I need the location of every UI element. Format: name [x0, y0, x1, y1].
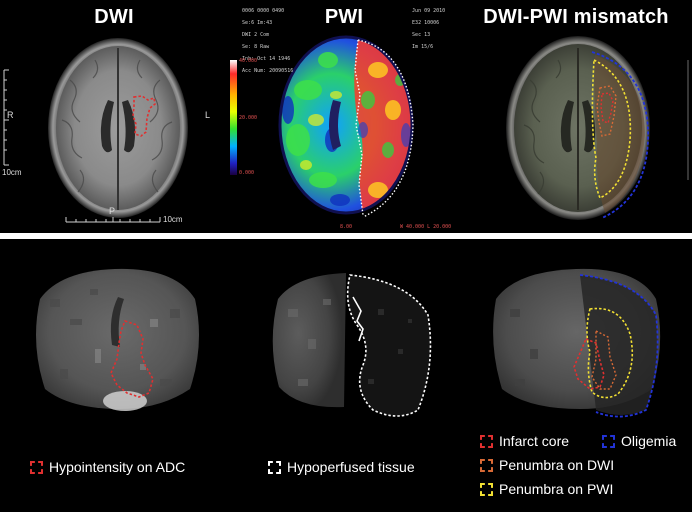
dwi-r-label: R — [7, 110, 14, 120]
pwi-bottom-left-label: 8.00 — [340, 224, 353, 230]
mismatch-bottom-penumbra-dwi-outline — [591, 329, 617, 390]
pwi-header-line: Se: 8 Raw — [242, 44, 270, 50]
legend-hypoperfused-label: Hypoperfused tissue — [287, 459, 415, 475]
legend-infarct-core-label: Infarct core — [499, 433, 570, 449]
legend-oligemia: Oligemia — [602, 433, 676, 449]
dwi-p-label: P — [109, 206, 116, 216]
pwi-header-line: Inb: Oct 14 1946 — [242, 56, 291, 62]
dwi-left-scale — [3, 69, 9, 166]
mismatch-infarct-core-outline — [600, 92, 614, 124]
mismatch-bottom-penumbra-pwi-outline — [586, 307, 634, 399]
dwi-left-scale-label: 10cm — [2, 168, 22, 177]
mismatch-bottom-oligemia-outline — [579, 274, 659, 418]
dwi-bottom-scale — [65, 217, 161, 223]
legend-swatch-icon — [480, 434, 493, 448]
dwi-panel: DWI R L P 10cm 10cm — [0, 0, 228, 233]
legend-hypoperfused: Hypoperfused tissue — [268, 459, 415, 475]
pwi-hypoperfusion-outline — [357, 39, 414, 218]
pwi-header-line: Sec 13 — [412, 32, 431, 38]
legend-penumbra-dwi: Penumbra on DWI — [480, 457, 614, 473]
legend-swatch-icon — [30, 460, 43, 474]
pwi-header-line: Jun 09 2010 — [412, 8, 446, 14]
mismatch-bottom-infarct-core-outline — [573, 337, 605, 390]
legend-penumbra-dwi-label: Penumbra on DWI — [499, 457, 615, 473]
legend-swatch-icon — [602, 434, 615, 448]
dwi-lesion-outline — [132, 95, 156, 137]
dwi-l-label: L — [205, 110, 211, 120]
mismatch-title: DWI-PWI mismatch — [483, 6, 669, 28]
pwi-colorbar-top-label: 40.000 — [239, 58, 258, 64]
pwi-perfusion-map — [230, 35, 414, 218]
legend-hypointensity-label: Hypointensity on ADC — [49, 459, 186, 475]
pwi-header-line: DWI 2 Com — [242, 32, 270, 38]
mismatch-bottom-panel: Infarct core Oligemia Penumbra on DWI Pe… — [460, 239, 692, 512]
dwi-title: DWI — [94, 6, 134, 28]
legend-hypointensity: Hypointensity on ADC — [30, 459, 185, 475]
hypoperfused-brain-image — [272, 273, 432, 417]
dwi-brain-image — [3, 38, 188, 223]
legend-infarct-core: Infarct core — [480, 433, 569, 449]
pwi-header-line: Se:6 Im:43 — [242, 20, 273, 26]
pwi-title: PWI — [324, 6, 364, 28]
mismatch-penumbra-dwi-outline — [596, 85, 617, 137]
pwi-colorbar-bottom-label: 0.000 — [239, 170, 255, 176]
mismatch-bottom-image — [493, 268, 661, 418]
dwi-bottom-scale-label: 10cm — [163, 215, 183, 224]
adc-panel: Hypointensity on ADC — [0, 239, 228, 512]
legend-penumbra-pwi-label: Penumbra on PWI — [499, 481, 614, 497]
legend-penumbra-pwi: Penumbra on PWI — [480, 481, 613, 497]
adc-hypointensity-outline — [110, 320, 154, 398]
pwi-colorbar-mid-label: 20.000 — [239, 115, 258, 121]
adc-brain-image — [36, 268, 199, 411]
pwi-bottom-right-label: W 40.000 L 20.000 — [400, 224, 452, 230]
pwi-panel: PWI 0006 0000 0490 Se:6 Im:43 DWI 2 Com … — [228, 0, 460, 233]
pwi-header-right: Jun 09 2010 E32 10006 Sec 13 Im 15/6 — [400, 2, 445, 56]
pwi-colorbar — [230, 60, 237, 175]
legend-swatch-icon — [268, 460, 281, 474]
hypoperfused-outline — [346, 274, 432, 417]
mismatch-overlay-image — [506, 36, 689, 220]
pwi-header-left: 0006 0000 0490 Se:6 Im:43 DWI 2 Com Se: … — [230, 2, 293, 80]
pwi-header-line: 0006 0000 0490 — [242, 8, 285, 14]
legend-oligemia-label: Oligemia — [621, 433, 677, 449]
legend-swatch-icon — [480, 482, 493, 496]
row-divider — [0, 233, 692, 239]
mismatch-panel: DWI-PWI mismatch — [460, 0, 692, 233]
pwi-header-line: Im 15/6 — [412, 44, 434, 50]
hypoperfused-panel: Hypoperfused tissue — [228, 239, 460, 512]
mismatch-penumbra-pwi-outline — [591, 58, 632, 200]
legend-swatch-icon — [480, 458, 493, 472]
pwi-header-line: E32 10006 — [412, 20, 440, 26]
pwi-header-line: Acc Num: 20090516 — [242, 68, 294, 74]
mismatch-oligemia-outline — [591, 51, 649, 219]
